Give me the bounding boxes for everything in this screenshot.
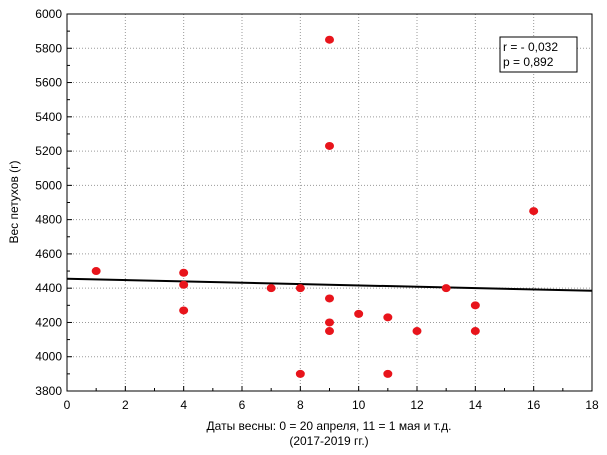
y-tick-label: 4000 — [35, 350, 62, 364]
legend: r = - 0,032 p = 0,892 — [499, 36, 578, 73]
x-tick-label: 18 — [585, 398, 599, 412]
x-axis-label: Даты весны: 0 = 20 апреля, 11 = 1 мая и … — [207, 419, 452, 433]
y-axis-label: Вес петухов (г) — [7, 160, 21, 243]
data-point — [325, 327, 334, 336]
x-tick-label: 8 — [297, 398, 304, 412]
data-point — [325, 294, 334, 303]
data-point — [325, 141, 334, 150]
y-tick-label: 5800 — [35, 41, 62, 55]
legend-p-value: p = 0,892 — [503, 55, 554, 69]
x-tick-label: 2 — [122, 398, 129, 412]
legend-box — [499, 36, 578, 73]
data-point — [354, 309, 364, 318]
x-tick-label: 6 — [239, 398, 246, 412]
data-point — [383, 313, 393, 322]
data-point — [179, 306, 189, 315]
data-point — [441, 284, 451, 293]
data-point — [179, 268, 189, 277]
y-tick-label: 4400 — [35, 281, 62, 295]
data-point — [179, 280, 189, 289]
y-tick-label: 5200 — [35, 144, 62, 158]
data-point — [529, 207, 539, 216]
x-tick-label: 0 — [64, 398, 71, 412]
axis-ticks: 0 2 4 6 8 10 12 14 16 18 3800 4000 4200 4400 4600 4800 5… — [35, 7, 599, 412]
data-point — [383, 369, 393, 378]
y-tick-label: 5600 — [35, 76, 62, 90]
x-tick-label: 12 — [410, 398, 424, 412]
data-point — [470, 301, 480, 310]
data-point — [295, 369, 305, 378]
x-axis-label-period: (2017-2019 гг.) — [289, 434, 368, 448]
y-tick-label: 5400 — [35, 110, 62, 124]
x-tick-label: 16 — [527, 398, 541, 412]
x-tick-label: 4 — [180, 398, 187, 412]
regression-line — [66, 277, 593, 292]
data-point — [325, 318, 334, 327]
regression-line-group — [66, 277, 593, 292]
x-tick-label: 10 — [352, 398, 366, 412]
data-point — [325, 35, 334, 44]
y-tick-label: 4800 — [35, 213, 62, 227]
y-tick-label: 3800 — [35, 384, 62, 398]
data-points — [91, 35, 539, 378]
y-tick-label: 5000 — [35, 178, 62, 192]
y-tick-label: 4600 — [35, 247, 62, 261]
legend-r-value: r = - 0,032 — [503, 40, 558, 54]
data-point — [266, 284, 276, 293]
data-point — [470, 327, 480, 336]
grid — [67, 14, 592, 391]
y-tick-label: 6000 — [35, 7, 62, 21]
data-point — [295, 284, 305, 293]
y-tick-label: 4200 — [35, 315, 62, 329]
data-point — [91, 267, 101, 276]
x-tick-label: 14 — [469, 398, 483, 412]
data-point — [412, 327, 422, 336]
